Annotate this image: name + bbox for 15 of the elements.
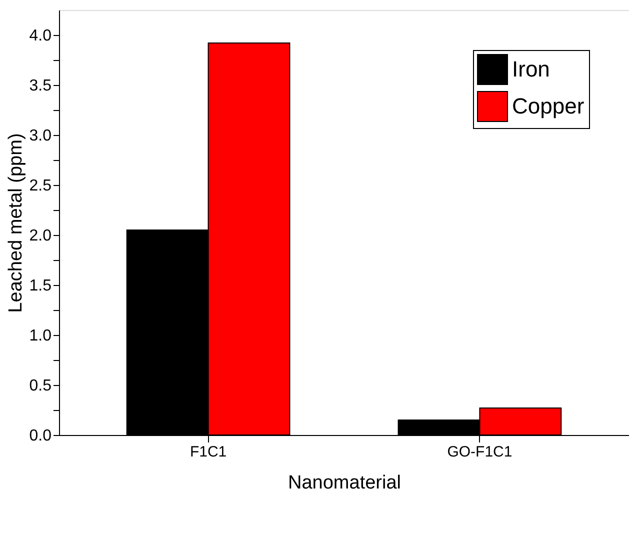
legend-label: Iron — [512, 56, 550, 82]
x-tick-label: GO-F1C1 — [447, 444, 512, 460]
x-tick-label: F1C1 — [190, 444, 227, 460]
y-axis-title: Leached metal (ppm) — [5, 133, 26, 313]
y-tick-label: 1.0 — [29, 328, 52, 344]
y-tick-label: 0.0 — [29, 428, 52, 444]
x-axis-title: Nanomaterial — [288, 472, 401, 494]
y-tick-label: 2.5 — [29, 178, 52, 194]
legend-label: Copper — [512, 94, 584, 118]
y-tick-label: 0.5 — [29, 378, 52, 394]
y-tick-label: 2.0 — [29, 228, 52, 244]
y-tick-label: 4.0 — [29, 28, 52, 44]
y-tick-label: 3.5 — [29, 78, 52, 94]
y-tick-label: 1.5 — [29, 278, 52, 294]
y-tick-label: 3.0 — [29, 128, 52, 144]
